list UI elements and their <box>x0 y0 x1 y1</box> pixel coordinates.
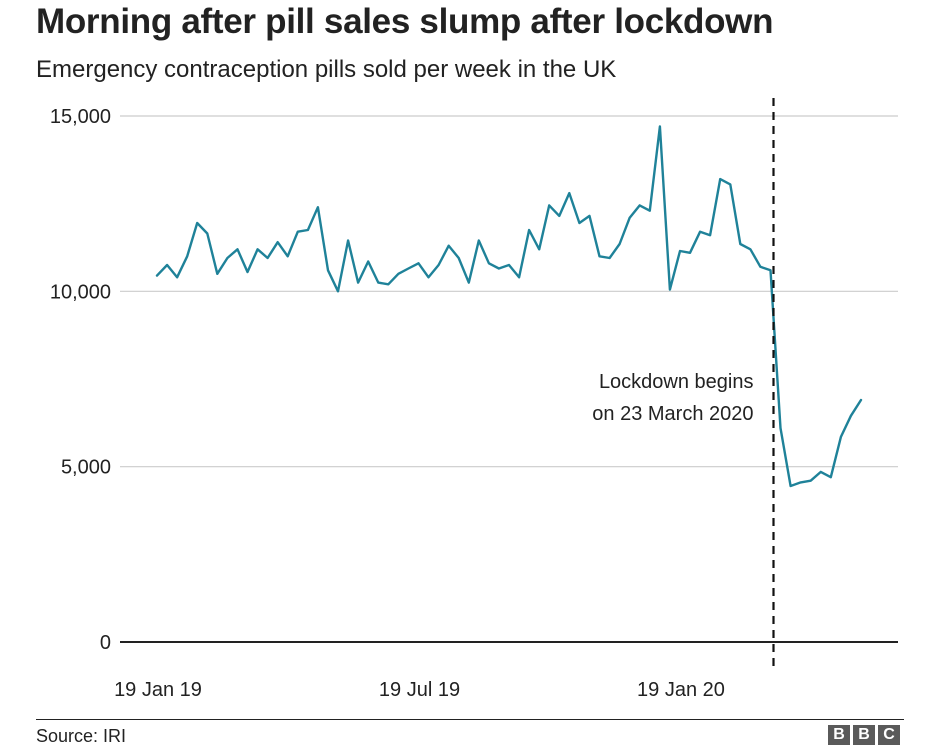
series-line <box>155 125 863 488</box>
x-tick-label: 19 Jan 20 <box>637 679 725 701</box>
bbc-logo-block-b1: B <box>828 725 850 745</box>
source-note: Source: IRI <box>36 726 127 746</box>
y-tick-label: 5,000 <box>61 457 111 479</box>
footer-divider <box>36 719 904 720</box>
lockdown-annotation-text: Lockdown begins <box>599 371 754 393</box>
gridlines <box>120 115 898 643</box>
y-tick-label: 0 <box>100 632 111 654</box>
annotation-layer: Lockdown begins on 23 March 2020 <box>592 98 775 670</box>
chart-title: Morning after pill sales slump after loc… <box>36 2 774 41</box>
x-tick-label: 19 Jan 19 <box>114 679 202 701</box>
y-tick-label: 10,000 <box>50 281 111 303</box>
series-layer <box>155 125 863 488</box>
y-tick-label: 15,000 <box>50 106 111 128</box>
bbc-logo-block-b2: B <box>853 725 875 745</box>
x-axis-ticks: 19 Jan 19 19 Jul 19 19 Jan 20 <box>114 679 725 701</box>
x-tick-label: 19 Jul 19 <box>379 679 460 701</box>
bbc-logo-block-c: C <box>878 725 900 745</box>
bbc-logo: B B C <box>828 725 900 745</box>
y-axis-ticks: 0 5,000 10,000 15,000 <box>50 106 111 654</box>
chart-subtitle: Emergency contraception pills sold per w… <box>36 56 617 83</box>
lockdown-annotation-text: on 23 March 2020 <box>592 403 753 425</box>
